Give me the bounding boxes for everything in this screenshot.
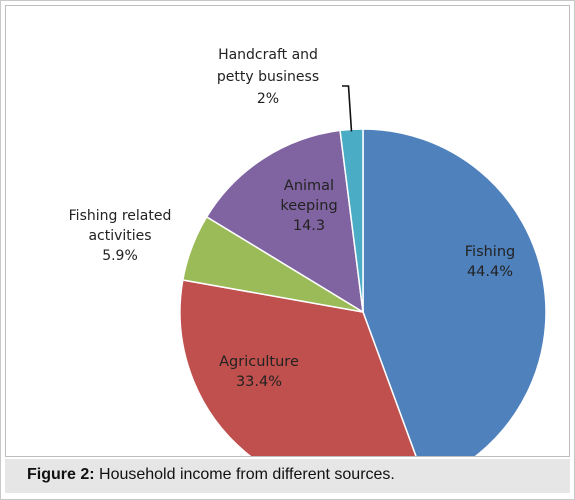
chart-area: Fishing 44.4% Agriculture 33.4% Fishing rela…	[5, 5, 570, 457]
slice-label-handcraft-and-petty-business: Handcraft and petty business 2%	[217, 47, 319, 107]
pie-slice-agriculture	[179, 279, 417, 456]
caption-text: Household income from different sources.	[94, 466, 395, 483]
slice-label-fishing-related-activities: Fishing related activities 5.9%	[69, 208, 172, 264]
pie-slice-fishing	[362, 128, 547, 456]
figure-caption: Figure 2: Household income from differen…	[5, 459, 570, 493]
pie-chart: Fishing 44.4% Agriculture 33.4% Fishing rela…	[69, 47, 547, 456]
pie-slice-animal-keeping	[205, 129, 364, 314]
leader-line-handcraft	[342, 85, 353, 132]
slice-label-fishing: Fishing 44.4%	[465, 244, 515, 280]
slice-label-agriculture: Agriculture 33.4%	[219, 354, 299, 390]
caption-figure-label: Figure 2:	[27, 466, 95, 483]
slice-label-animal-keeping: Animal keeping 14.3	[280, 178, 337, 234]
